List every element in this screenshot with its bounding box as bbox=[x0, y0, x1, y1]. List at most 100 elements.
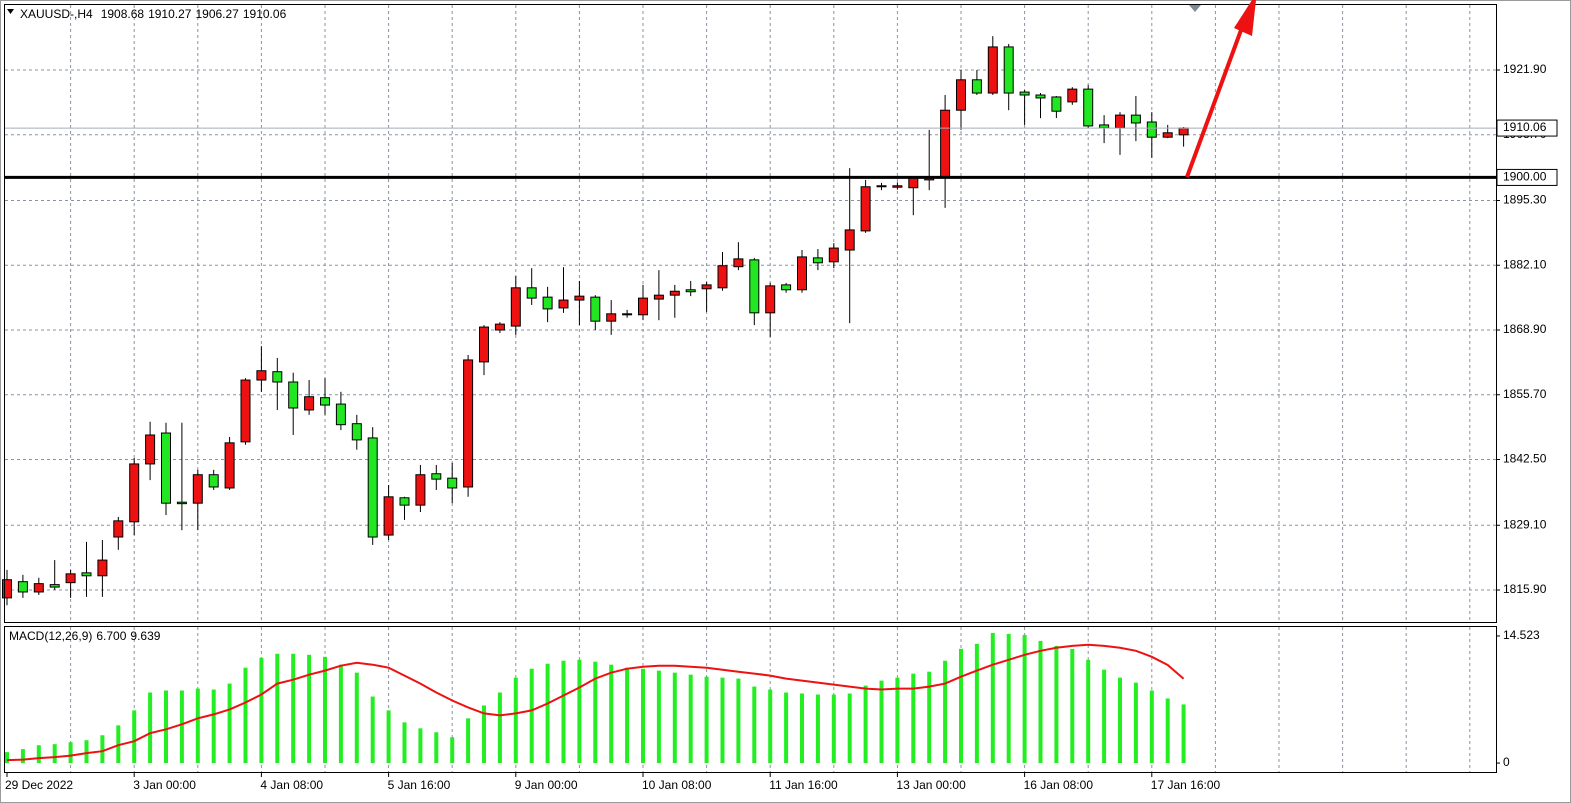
y-tick-label: 0 bbox=[1503, 755, 1510, 769]
macd-bar bbox=[1165, 698, 1170, 764]
macd-bar bbox=[36, 745, 41, 764]
candle-body bbox=[733, 258, 744, 268]
candle-body bbox=[908, 177, 919, 189]
y-tick-label: 1882.10 bbox=[1503, 257, 1547, 271]
macd-bar bbox=[529, 668, 534, 764]
candle-body bbox=[797, 256, 807, 291]
macd-bar bbox=[100, 735, 105, 764]
candle-body bbox=[65, 573, 76, 584]
candle-body bbox=[304, 396, 315, 411]
candle-body bbox=[542, 296, 553, 310]
macd-bar bbox=[1149, 690, 1154, 764]
macd-bar bbox=[195, 688, 200, 764]
last-open: 1908.68 bbox=[101, 7, 145, 21]
macd-last: 6.700 bbox=[96, 629, 126, 643]
macd-bar bbox=[482, 705, 486, 764]
candle-body bbox=[208, 474, 219, 488]
x-tick-label: 10 Jan 08:00 bbox=[642, 778, 712, 792]
candle-body bbox=[685, 289, 696, 293]
candle-body bbox=[383, 496, 394, 536]
candle-body bbox=[479, 326, 489, 363]
candle-body bbox=[765, 285, 776, 314]
arrow-head bbox=[1234, 0, 1256, 36]
current-price-box bbox=[1496, 119, 1558, 137]
candle-body bbox=[749, 259, 760, 314]
macd-bar bbox=[1181, 704, 1186, 764]
candle-body bbox=[1083, 88, 1094, 127]
macd-bar bbox=[895, 677, 900, 764]
candle-body bbox=[145, 434, 156, 465]
candle-body bbox=[1019, 91, 1030, 96]
candle-body bbox=[49, 584, 60, 588]
candle-body bbox=[669, 290, 680, 296]
macd-bar bbox=[625, 667, 630, 764]
candle-body bbox=[940, 109, 951, 179]
candle-body bbox=[1115, 114, 1125, 129]
candle-body bbox=[161, 432, 171, 504]
candle-body bbox=[463, 359, 474, 488]
macd-bar bbox=[752, 686, 757, 764]
y-tick-label: 1815.90 bbox=[1503, 582, 1547, 596]
candle-body bbox=[351, 423, 362, 441]
candle-body bbox=[638, 297, 648, 316]
candle-body bbox=[1051, 96, 1062, 112]
macd-bar bbox=[497, 692, 502, 764]
macd-bar bbox=[1038, 640, 1043, 764]
y-tick-label: 14.523 bbox=[1503, 628, 1540, 642]
macd-bar bbox=[386, 710, 391, 764]
macd-bar bbox=[179, 690, 184, 764]
macd-bar bbox=[211, 689, 216, 764]
x-tick-label: 5 Jan 16:00 bbox=[388, 778, 451, 792]
x-tick-label: 17 Jan 16:00 bbox=[1151, 778, 1221, 792]
arrow-shaft bbox=[1185, 21, 1246, 178]
candle-body bbox=[860, 186, 871, 232]
y-tick-label: 1855.70 bbox=[1503, 387, 1547, 401]
y-tick-label: 1829.10 bbox=[1503, 517, 1547, 531]
candle-body bbox=[1178, 127, 1189, 136]
macd-bar bbox=[291, 653, 296, 764]
macd-bar bbox=[418, 728, 423, 764]
macd-header: MACD(12,26,9) 6.700 9.639 bbox=[9, 629, 161, 643]
last-close: 1910.06 bbox=[243, 7, 287, 21]
candle-body bbox=[1099, 124, 1110, 129]
candle-body bbox=[1067, 88, 1078, 103]
macd-bar bbox=[434, 732, 439, 764]
candle-body bbox=[33, 583, 44, 593]
signal-line bbox=[6, 643, 1185, 762]
level-label: 1900.00 bbox=[1503, 170, 1547, 184]
macd-bar bbox=[1086, 659, 1091, 764]
candle-body bbox=[622, 313, 633, 316]
candle-body bbox=[558, 299, 569, 309]
macd-bar bbox=[1070, 648, 1075, 764]
macd-bar bbox=[656, 670, 661, 764]
macd-bar bbox=[402, 722, 407, 764]
candle-body bbox=[574, 295, 585, 301]
candle-body bbox=[1035, 94, 1046, 99]
macd-bar bbox=[641, 668, 645, 764]
macd-bar bbox=[784, 692, 789, 764]
candle-body bbox=[1162, 132, 1173, 138]
candle-body bbox=[415, 474, 426, 506]
candle-body bbox=[956, 79, 966, 111]
x-tick-label: 29 Dec 2022 bbox=[5, 778, 73, 792]
macd-bar bbox=[338, 664, 343, 764]
menu-triangle[interactable] bbox=[7, 9, 14, 14]
y-tick-label: 1921.90 bbox=[1503, 62, 1547, 76]
candle-body bbox=[320, 397, 330, 406]
macd-bar bbox=[720, 677, 725, 764]
macd-bar bbox=[561, 660, 566, 764]
y-tick-label: 1842.50 bbox=[1503, 452, 1547, 466]
current-price-label: 1910.06 bbox=[1503, 120, 1547, 134]
trend-arrow bbox=[1185, 0, 1256, 178]
macd-bar bbox=[370, 696, 375, 764]
macd-bar bbox=[990, 632, 995, 764]
macd-bar bbox=[688, 674, 693, 764]
candle-body bbox=[447, 477, 458, 489]
last-high: 1910.27 bbox=[148, 7, 192, 21]
chart-header: XAUUSD-,H4 1908.68 1910.27 1906.27 1910.06 bbox=[20, 7, 287, 21]
macd-panel bbox=[4, 626, 1497, 773]
macd-bar bbox=[959, 648, 963, 764]
candle-body bbox=[781, 284, 792, 291]
